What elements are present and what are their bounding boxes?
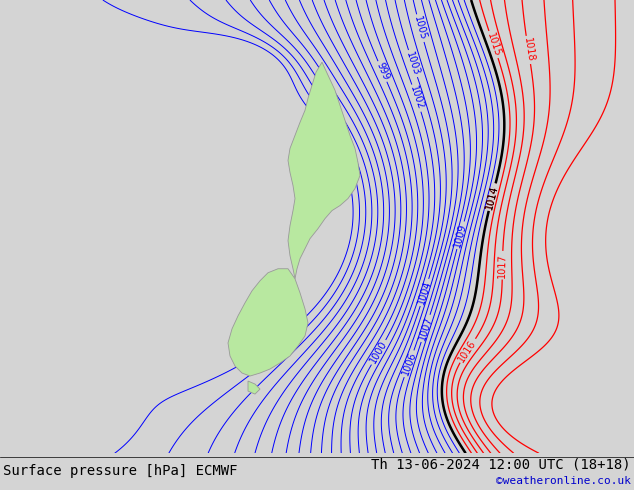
Text: 1000: 1000 — [368, 339, 389, 366]
Text: 1005: 1005 — [412, 15, 428, 41]
Text: Th 13-06-2024 12:00 UTC (18+18): Th 13-06-2024 12:00 UTC (18+18) — [371, 458, 631, 471]
Text: 1017: 1017 — [497, 253, 508, 278]
Polygon shape — [228, 269, 308, 376]
Text: 1014: 1014 — [484, 184, 500, 210]
Text: 1014: 1014 — [484, 184, 500, 210]
Text: ©weatheronline.co.uk: ©weatheronline.co.uk — [496, 476, 631, 486]
Polygon shape — [248, 381, 260, 394]
Text: 1018: 1018 — [522, 37, 535, 63]
Text: 1007: 1007 — [417, 315, 434, 342]
Text: 1016: 1016 — [456, 338, 479, 364]
Polygon shape — [288, 62, 360, 279]
Text: 1004: 1004 — [416, 279, 433, 306]
Text: 1009: 1009 — [453, 222, 469, 248]
Text: 1006: 1006 — [400, 350, 418, 377]
Text: 1003: 1003 — [404, 50, 422, 77]
Text: 999: 999 — [374, 61, 391, 82]
Text: 1002: 1002 — [408, 85, 425, 111]
Text: 1015: 1015 — [485, 31, 502, 58]
Text: Surface pressure [hPa] ECMWF: Surface pressure [hPa] ECMWF — [3, 465, 238, 478]
